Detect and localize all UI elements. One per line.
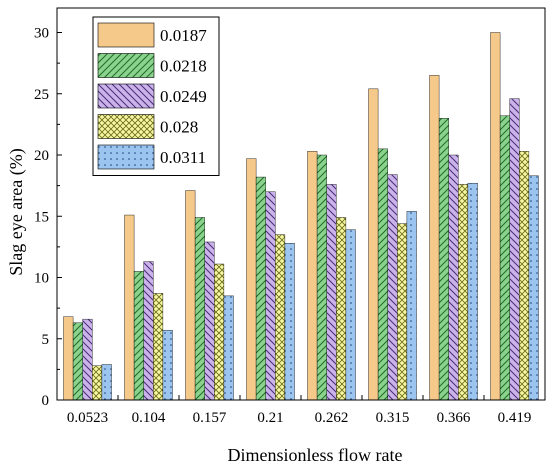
bar-0.0218-0.419 [499, 115, 510, 401]
bar-0.0187-0.262 [307, 151, 318, 401]
bar-0.0311-0.366 [467, 182, 478, 401]
bar-0.0218-0.315 [377, 148, 388, 401]
x-tick-label: 0.0523 [67, 410, 108, 426]
bar-0.0187-0.0523 [63, 316, 74, 401]
bar-0.028-0.157 [214, 263, 225, 401]
bars-layer [63, 32, 539, 401]
bar-0.028-0.419 [519, 151, 530, 401]
x-axis-title: Dimensionless flow rate [228, 445, 403, 465]
y-tick-label: 0 [42, 393, 50, 409]
legend: 0.0187 0.0218 0.0249 0.028 0.0311 [92, 16, 220, 176]
x-tick-label: 0.315 [376, 410, 410, 426]
legend-label: 0.0249 [160, 87, 207, 106]
bar-0.0218-0.157 [194, 217, 205, 401]
bar-0.0218-0.366 [438, 118, 449, 401]
bar-0.028-0.262 [336, 217, 347, 401]
y-tick-label: 5 [42, 332, 50, 348]
bar-0.0249-0.366 [448, 154, 459, 401]
y-tick-label: 30 [34, 26, 49, 42]
bar-0.0218-0.104 [133, 271, 144, 401]
legend-swatch-0.0249 [97, 83, 155, 109]
bar-0.0218-0.262 [316, 154, 327, 401]
x-tick-label: 0.366 [437, 410, 471, 426]
bar-0.0187-0.104 [124, 214, 135, 401]
bar-0.0311-0.262 [345, 229, 356, 401]
bar-0.0249-0.315 [387, 174, 398, 401]
bar-0.028-0.21 [275, 234, 286, 401]
bar-0.0218-0.21 [255, 176, 266, 401]
x-tick-label: 0.21 [257, 410, 283, 426]
x-tick-label: 0.419 [498, 410, 532, 426]
x-tick-label: 0.104 [132, 410, 166, 426]
legend-label: 0.0187 [160, 26, 207, 45]
axes-layer: 0 5 10 15 20 25 30 0.0523 0.104 0.157 0.21 0.262 0.3… [34, 7, 546, 426]
bar-0.0249-0.157 [204, 241, 215, 401]
bar-0.0311-0.157 [223, 295, 234, 401]
x-tick-label: 0.262 [315, 410, 349, 426]
x-tick-label: 0.157 [193, 410, 227, 426]
legend-label: 0.0311 [160, 148, 206, 167]
legend-swatch-0.0187 [97, 22, 155, 48]
bar-0.028-0.104 [153, 293, 164, 401]
y-tick-label: 20 [34, 148, 49, 164]
bar-0.0311-0.21 [284, 242, 295, 401]
y-tick-label: 25 [34, 87, 49, 103]
bar-0.0311-0.315 [406, 211, 417, 401]
bar-0.0218-0.0523 [72, 322, 83, 401]
bar-0.0249-0.21 [265, 191, 276, 401]
bar-0.0249-0.262 [326, 184, 337, 401]
bar-0.0187-0.21 [246, 158, 257, 401]
bar-0.028-0.315 [397, 223, 408, 401]
bar-0.0187-0.157 [185, 190, 196, 401]
legend-label: 0.0218 [160, 57, 207, 76]
legend-swatch-0.0218 [97, 53, 155, 78]
bar-0.0311-0.104 [162, 329, 173, 401]
legend-swatch-0.028 [97, 114, 155, 139]
bar-0.028-0.366 [458, 184, 469, 401]
bar-0.028-0.0523 [92, 365, 103, 401]
bar-0.0311-0.0523 [101, 364, 112, 401]
y-tick-label: 10 [34, 271, 49, 287]
bar-0.0187-0.419 [490, 32, 501, 401]
bar-0.0249-0.419 [509, 98, 520, 401]
bar-0.0249-0.104 [143, 261, 154, 401]
y-axis-title: Slag eye area (%) [6, 148, 27, 275]
legend-swatch-0.0311 [97, 144, 155, 170]
bar-0.0187-0.366 [429, 75, 440, 401]
bar-0.0249-0.0523 [82, 318, 93, 401]
bar-0.0187-0.315 [368, 88, 379, 401]
bar-0.0311-0.419 [528, 175, 539, 401]
legend-label: 0.028 [160, 118, 198, 137]
y-tick-label: 15 [34, 209, 49, 225]
